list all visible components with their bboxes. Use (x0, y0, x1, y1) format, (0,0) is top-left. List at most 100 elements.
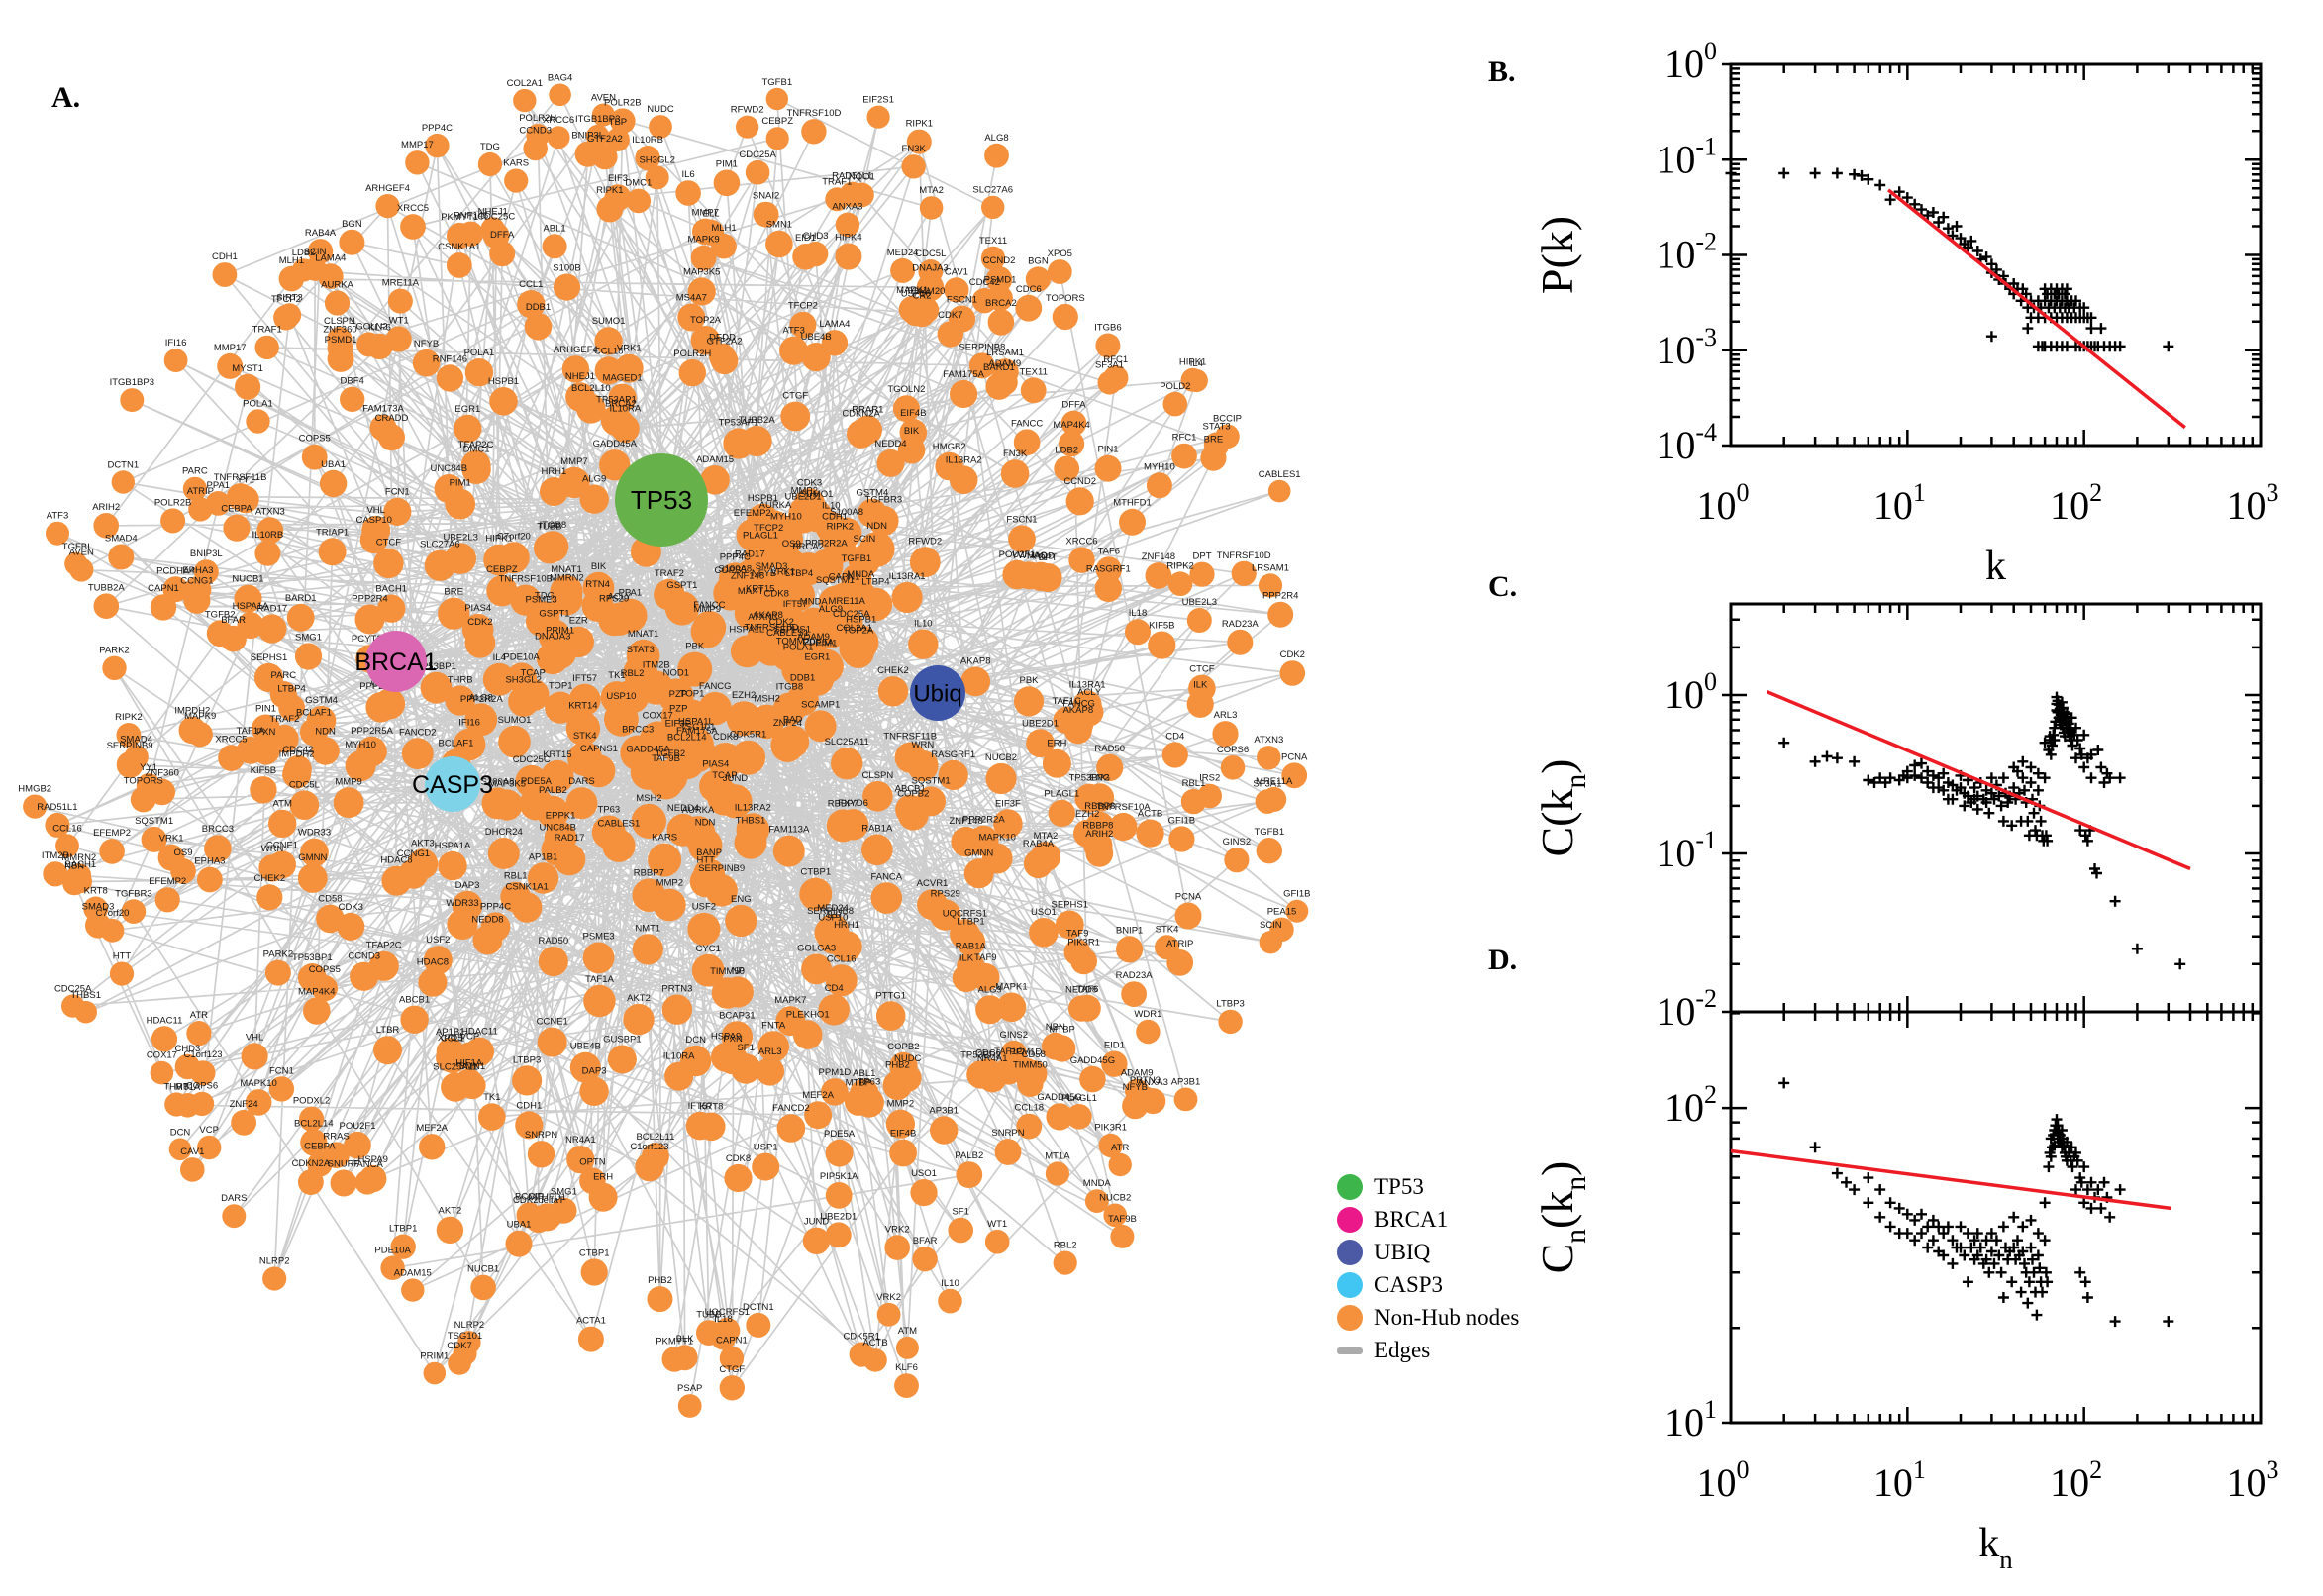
node-label: CABLES1 (766, 628, 809, 639)
network-node (454, 1068, 483, 1097)
node-label: RIPK2 (1166, 560, 1193, 571)
node-label: ALG9 (978, 984, 1002, 995)
node-label: TFCP2 (788, 301, 818, 312)
network-node (801, 953, 832, 985)
network-node (608, 383, 637, 412)
network-node (301, 444, 328, 470)
network-node (74, 1000, 97, 1024)
node-label: WDR33 (446, 898, 478, 909)
node-label: BCAP31 (719, 1010, 755, 1021)
network-node (141, 826, 167, 852)
network-node (436, 364, 464, 392)
network-node (752, 1152, 780, 1181)
node-label: BLK (676, 1334, 695, 1345)
node-label: TGFBR3 (115, 888, 152, 899)
node-label: TGFB1 (1254, 827, 1284, 838)
network-node (745, 594, 776, 626)
network-node (46, 521, 69, 546)
node-label: PLAGL1 (1044, 789, 1079, 800)
node-label: CAPN1 (716, 1336, 748, 1347)
network-node (373, 1036, 402, 1065)
node-label: BCL2L14 (294, 1118, 334, 1129)
node-label: COPS5 (299, 434, 331, 445)
node-label: MLH1 (279, 255, 304, 266)
node-label: TDG (480, 142, 500, 152)
node-label: NHEJ1 (565, 371, 595, 382)
node-label: RAD23A (1116, 970, 1154, 981)
network-node (124, 745, 149, 769)
network-node (599, 449, 631, 481)
network-node (687, 912, 721, 946)
node-label: EGR1 (454, 404, 480, 415)
node-label: FAM175A (943, 369, 984, 380)
network-node (661, 994, 693, 1025)
node-label: LTBP4 (277, 683, 305, 694)
node-label: CEBPZ (761, 116, 793, 127)
network-node (136, 773, 161, 798)
node-label: DHCR24 (485, 827, 523, 838)
node-label: CDC25A (54, 983, 92, 994)
node-label: SMN1 (459, 1061, 485, 1072)
network-node (700, 465, 730, 495)
node-label: NQO1 (849, 172, 875, 183)
network-node (168, 1138, 192, 1161)
network-node (111, 470, 135, 494)
network-node (359, 526, 388, 554)
panel-c-label: C. (1488, 570, 1518, 603)
node-label: ITM2B (42, 850, 69, 861)
node-label: RAB4A (1023, 839, 1055, 849)
node-label: NDN (315, 726, 336, 737)
node-label: ATM (898, 1326, 917, 1337)
network-node (1167, 571, 1193, 596)
network-node (891, 581, 923, 614)
node-label: TAF1C (1053, 696, 1082, 707)
node-label: ITGB8 (776, 682, 803, 693)
network-node (1218, 1009, 1243, 1035)
node-label: EGR1 (804, 651, 830, 662)
node-label: PDE5A (521, 776, 553, 787)
node-label: CTCF (1189, 664, 1215, 675)
network-node (1020, 1060, 1048, 1088)
node-label: CDK3 (339, 902, 363, 913)
network-node (519, 787, 554, 821)
node-label: EFEMP2 (93, 828, 131, 839)
network-hub-nodes: TP53 BRCA1 Ubiq CASP3 (354, 453, 965, 812)
node-label: CCND2 (983, 255, 1016, 266)
network-node (583, 984, 616, 1018)
node-label: COPS6 (1217, 745, 1249, 755)
node-label: FAM113A (768, 825, 810, 836)
network-node (690, 245, 717, 271)
network-node (1256, 838, 1283, 864)
node-label: FCN1 (269, 1065, 294, 1076)
node-label: GINS2 (1223, 837, 1252, 848)
network-node (825, 1222, 852, 1248)
node-label: PSAP (677, 1383, 702, 1394)
network-node (980, 246, 1006, 271)
network-node (775, 1006, 806, 1037)
node-label: RPS29 (599, 594, 629, 605)
network-node (1065, 487, 1094, 516)
node-label: CDC25A (833, 609, 870, 620)
network-node (938, 1288, 962, 1314)
node-label: PZP (669, 689, 687, 700)
network-node (150, 1060, 174, 1085)
network-node (693, 858, 726, 891)
node-label: AKT3 (411, 838, 435, 848)
plot-clustering-coefficient: 100 10-1 10-2 C(kn) (1532, 602, 2263, 1034)
node-label: FN3K (1003, 449, 1028, 459)
network-node (1048, 799, 1076, 828)
node-label: HSPB1 (488, 376, 519, 387)
node-label: RIPK1 (906, 119, 933, 130)
node-label: NEDD4 (667, 803, 699, 814)
network-node (423, 1361, 447, 1385)
scatter-points (1725, 167, 2174, 352)
node-label: UQCRFS1 (705, 1307, 750, 1318)
node-label: CCNE1 (537, 1017, 568, 1028)
network-node (268, 1076, 295, 1102)
network-node (68, 869, 93, 894)
node-label: MED24 (887, 248, 919, 258)
tick-label: 101 (1665, 1395, 1717, 1445)
node-label: ATRIP (1166, 939, 1193, 949)
network-node (892, 395, 920, 423)
network-node (1166, 949, 1194, 976)
